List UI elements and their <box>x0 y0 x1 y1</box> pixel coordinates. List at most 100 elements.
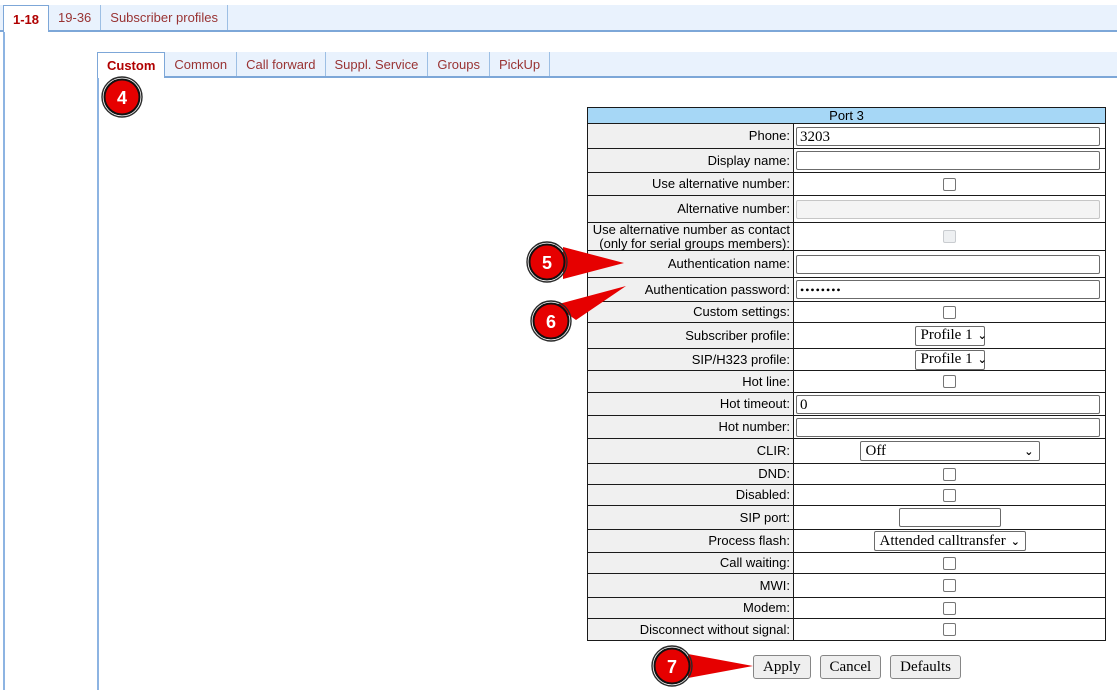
row-authentication-name: Authentication name: <box>588 250 1105 277</box>
tab-l2-custom[interactable]: Custom <box>97 52 166 78</box>
label-display-name: Display name: <box>588 149 794 172</box>
text-input-authentication-name[interactable] <box>796 254 1100 274</box>
password-input-authentication-password[interactable]: •••••••• <box>796 280 1100 299</box>
row-mwi: MWI: <box>588 573 1105 597</box>
chevron-down-icon: ⌄ <box>1024 444 1034 458</box>
select-subscriber-profile[interactable]: Profile 1 ⌄ <box>914 325 987 346</box>
row-use-alternative-number: Use alternative number: <box>588 172 1105 195</box>
label-sip-port: SIP port: <box>588 506 794 529</box>
value-cell-custom-settings <box>794 302 1105 322</box>
checkbox-custom-settings[interactable] <box>943 305 956 319</box>
select-value-subscriber-profile: Profile 1 <box>920 327 973 343</box>
value-cell-authentication-password: •••••••• <box>794 278 1105 301</box>
value-cell-sip-port <box>794 506 1105 529</box>
label-use-alternative-number-as-contact-only-for-serial-groups-members: Use alternative number as contact (only f… <box>588 222 794 250</box>
annotation-4: 4 <box>101 76 143 118</box>
checkbox-mwi[interactable] <box>943 579 956 592</box>
apply-button[interactable]: Apply <box>753 655 811 679</box>
value-cell-call-waiting <box>794 553 1105 573</box>
value-cell-disconnect-without-signal <box>794 619 1105 640</box>
tab-l1-1-18[interactable]: 1-18 <box>3 5 50 32</box>
checkbox-dnd[interactable] <box>943 467 956 481</box>
port-table-title: Port 3 <box>588 108 1105 123</box>
value-cell-phone: 3203 <box>794 124 1105 148</box>
tab-l2-groups[interactable]: Groups <box>428 52 490 76</box>
label-dnd: DND: <box>588 464 794 484</box>
row-hot-timeout: Hot timeout: 0 <box>588 392 1105 415</box>
value-cell-dnd <box>794 464 1105 484</box>
value-cell-process-flash: Attended calltransfer ⌄ <box>794 530 1105 552</box>
checkbox-disconnect-without-signal[interactable] <box>943 623 956 636</box>
label-hot-number: Hot number: <box>588 416 794 438</box>
annotation-7: 7 <box>651 645 753 687</box>
label-authentication-name: Authentication name: <box>588 251 794 277</box>
tab-l2-common[interactable]: Common <box>165 52 238 76</box>
row-use-alternative-number-as-contact-only-for-serial-groups-members: Use alternative number as contact (only f… <box>588 222 1105 250</box>
checkbox-use-alternative-number-as-contact-only-for-serial-groups-members <box>943 230 956 243</box>
tab-bar-level2: Custom Common Call forward Suppl. Service Gr… <box>97 52 1117 78</box>
value-cell-alternative-number <box>794 196 1105 222</box>
label-modem: Modem: <box>588 598 794 618</box>
select-sip-h323-profile[interactable]: Profile 1 ⌄ <box>914 349 987 370</box>
svg-text:6: 6 <box>546 312 556 332</box>
label-phone: Phone: <box>588 124 794 148</box>
tab-bar-level1: 1-18 19-36 Subscriber profiles <box>0 5 1117 32</box>
label-use-alternative-number: Use alternative number: <box>588 173 794 195</box>
checkbox-disabled[interactable] <box>943 488 956 502</box>
value-cell-use-alternative-number <box>794 173 1105 195</box>
pane-border-level1 <box>3 32 5 690</box>
label-alternative-number: Alternative number: <box>588 196 794 222</box>
row-clir: CLIR: Off ⌄ <box>588 438 1105 463</box>
checkbox-use-alternative-number[interactable] <box>943 177 956 191</box>
svg-text:7: 7 <box>667 657 677 677</box>
select-value-clir: Off <box>865 442 887 459</box>
label-disconnect-without-signal: Disconnect without signal: <box>588 619 794 640</box>
row-custom-settings: Custom settings: <box>588 301 1105 322</box>
label-call-waiting: Call waiting: <box>588 553 794 573</box>
label-disabled: Disabled: <box>588 485 794 505</box>
row-process-flash: Process flash: Attended calltransfer ⌄ <box>588 529 1105 552</box>
row-authentication-password: Authentication password: •••••••• <box>588 277 1105 301</box>
text-input-alternative-number <box>796 199 1100 219</box>
label-process-flash: Process flash: <box>588 530 794 552</box>
tab-l2-call-forward[interactable]: Call forward <box>237 52 326 76</box>
value-cell-sip-h323-profile: Profile 1 ⌄ <box>794 349 1105 370</box>
port-settings-table: Port 3 Phone: 3203 Display name: Use altern… <box>587 107 1106 641</box>
label-hot-line: Hot line: <box>588 371 794 392</box>
label-authentication-password: Authentication password: <box>588 278 794 301</box>
svg-text:5: 5 <box>542 253 552 273</box>
checkbox-call-waiting[interactable] <box>943 556 956 570</box>
defaults-button[interactable]: Defaults <box>890 655 961 679</box>
value-cell-disabled <box>794 485 1105 505</box>
text-input-hot-number[interactable] <box>796 417 1100 437</box>
value-cell-modem <box>794 598 1105 618</box>
cancel-button[interactable]: Cancel <box>819 655 882 679</box>
chevron-down-icon: ⌄ <box>1010 534 1020 548</box>
tab-l1-19-36[interactable]: 19-36 <box>49 5 102 30</box>
chevron-down-icon: ⌄ <box>977 329 987 342</box>
value-cell-clir: Off ⌄ <box>794 439 1105 463</box>
select-process-flash[interactable]: Attended calltransfer ⌄ <box>873 531 1026 551</box>
tab-l2-pickup[interactable]: PickUp <box>490 52 551 76</box>
row-subscriber-profile: Subscriber profile: Profile 1 ⌄ <box>588 322 1105 348</box>
value-cell-hot-number <box>794 416 1105 438</box>
checkbox-hot-line[interactable] <box>943 375 956 388</box>
text-input-display-name[interactable] <box>796 151 1100 170</box>
label-subscriber-profile: Subscriber profile: <box>588 323 794 348</box>
checkbox-modem[interactable] <box>943 601 956 615</box>
value-cell-authentication-name <box>794 251 1105 277</box>
text-input-sip-port[interactable] <box>898 508 1001 527</box>
value-cell-mwi <box>794 574 1105 597</box>
text-input-phone[interactable]: 3203 <box>796 126 1100 146</box>
value-cell-display-name <box>794 149 1105 172</box>
row-disabled: Disabled: <box>588 484 1105 505</box>
text-input-hot-timeout[interactable]: 0 <box>796 394 1100 414</box>
select-clir[interactable]: Off ⌄ <box>859 441 1040 461</box>
tab-l2-suppl-service[interactable]: Suppl. Service <box>326 52 429 76</box>
label-hot-timeout: Hot timeout: <box>588 393 794 415</box>
row-hot-number: Hot number: <box>588 415 1105 438</box>
value-cell-hot-line <box>794 371 1105 392</box>
tab-l1-subscriber-profiles[interactable]: Subscriber profiles <box>101 5 228 30</box>
row-modem: Modem: <box>588 597 1105 618</box>
